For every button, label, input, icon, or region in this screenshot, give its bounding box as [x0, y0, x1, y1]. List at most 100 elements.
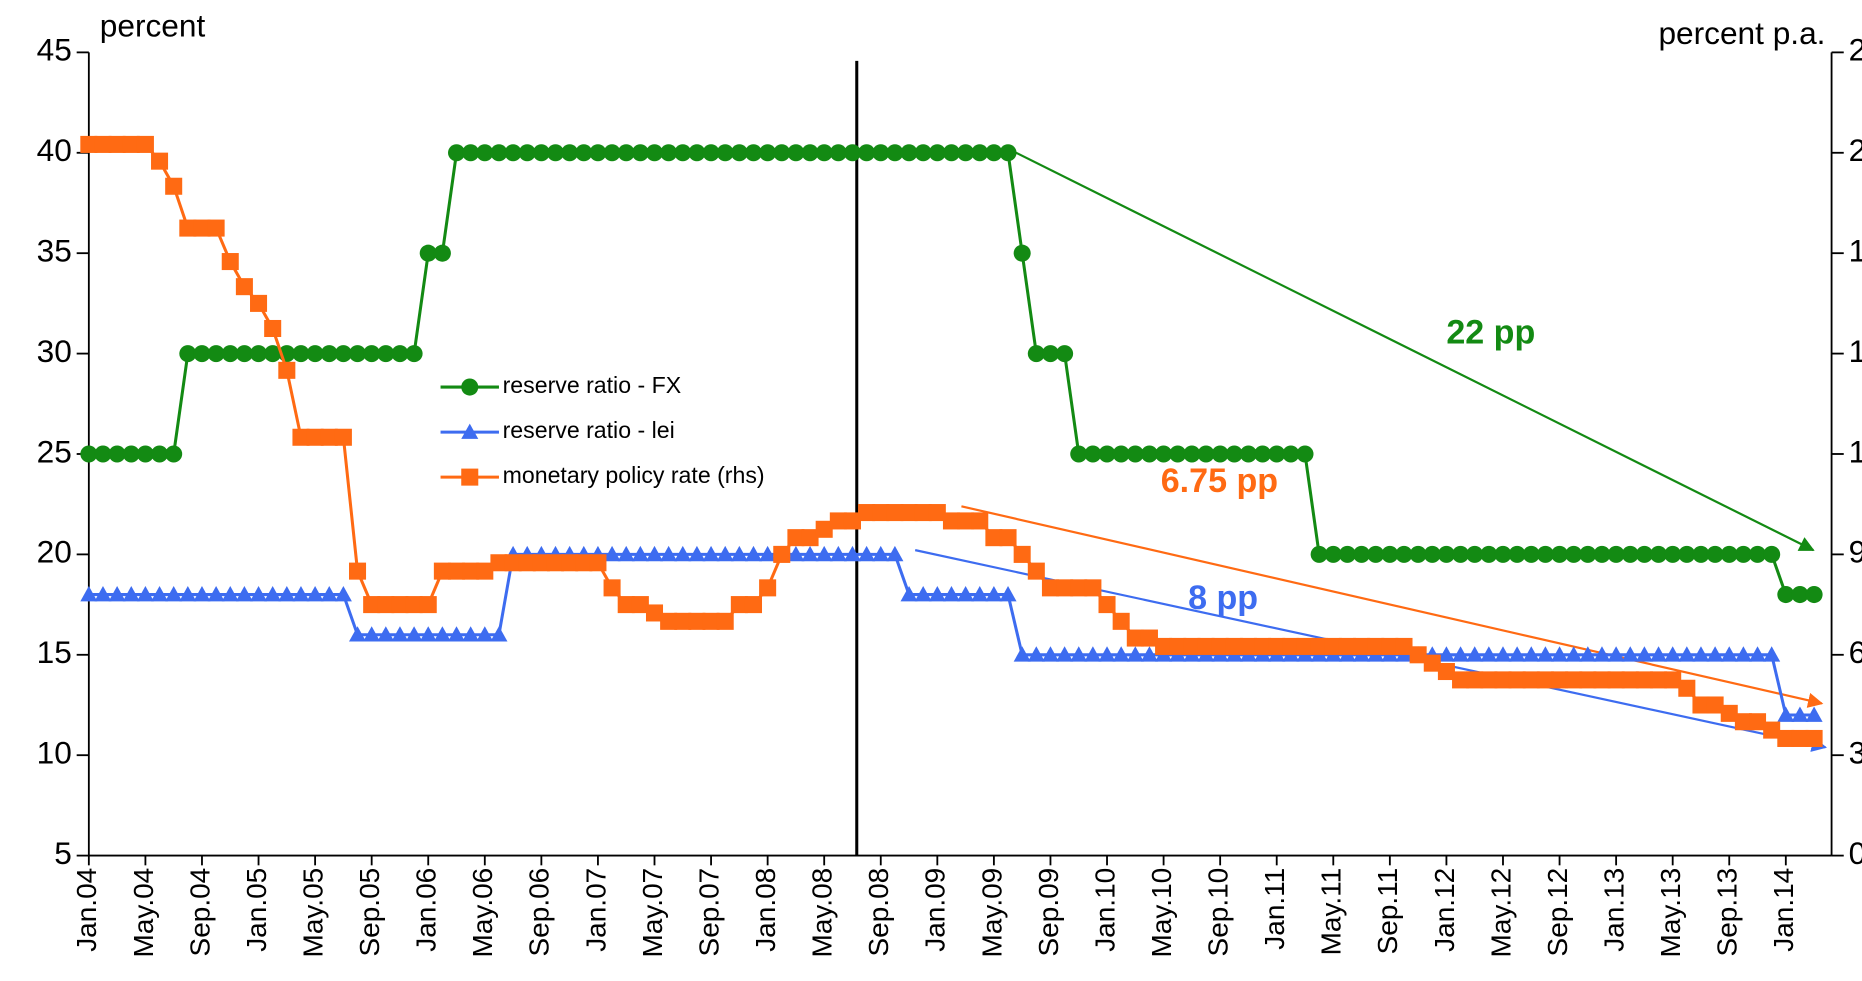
data-point: [1706, 696, 1724, 714]
data-point: [829, 512, 847, 530]
data-point: [1155, 637, 1173, 655]
data-point: [165, 445, 183, 463]
data-point: [603, 144, 621, 162]
data-point: [1310, 637, 1328, 655]
data-point: [349, 345, 367, 363]
data-point: [1423, 545, 1441, 563]
data-point: [1027, 345, 1045, 363]
data-point: [1437, 646, 1455, 662]
data-point: [631, 596, 649, 614]
data-point: [518, 554, 536, 572]
data-point: [1070, 646, 1088, 662]
data-point: [660, 612, 678, 630]
data-point: [1734, 545, 1752, 563]
data-point: [1112, 445, 1130, 463]
data-point: [829, 545, 847, 562]
data-point: [1692, 696, 1710, 714]
data-point: [886, 504, 904, 522]
data-point: [730, 545, 748, 562]
data-point: [1664, 646, 1682, 662]
data-point: [1749, 713, 1767, 731]
data-point: [1409, 545, 1427, 563]
data-point: [1734, 713, 1752, 731]
data-point: [1169, 637, 1187, 655]
data-point: [1027, 562, 1045, 580]
data-point: [136, 135, 154, 153]
x-tick-label: Sep.11: [1372, 868, 1403, 955]
data-point: [1522, 545, 1540, 563]
data-point: [1551, 545, 1569, 563]
data-point: [1324, 545, 1342, 563]
data-point: [1678, 646, 1696, 662]
y-tick-label: 45: [37, 32, 72, 68]
data-point: [334, 345, 352, 363]
data-point: [1084, 646, 1102, 662]
data-point: [1423, 654, 1441, 672]
data-point: [1536, 545, 1554, 563]
data-point: [306, 428, 324, 446]
data-point: [1437, 545, 1455, 563]
data-point: [1734, 646, 1752, 662]
data-point: [1720, 646, 1738, 662]
data-point: [1593, 545, 1611, 563]
data-point: [985, 529, 1003, 547]
data-point: [1452, 545, 1470, 563]
x-tick-label: Jan.06: [411, 868, 442, 952]
data-point: [1593, 646, 1611, 662]
data-point: [1777, 706, 1795, 722]
x-tick-label: May.05: [297, 868, 328, 958]
data-point: [1296, 445, 1314, 463]
data-point: [320, 345, 338, 363]
data-point: [419, 596, 437, 614]
x-tick-label: Sep.07: [693, 868, 724, 957]
data-point: [136, 445, 154, 463]
data-point: [773, 545, 791, 563]
data-point: [1536, 646, 1554, 662]
data-point: [80, 135, 98, 153]
data-point: [957, 586, 975, 602]
data-point: [476, 144, 494, 162]
data-point: [674, 144, 692, 162]
data-point: [80, 445, 98, 463]
data-point: [1508, 646, 1526, 662]
data-point: [1635, 646, 1653, 662]
data-point: [744, 545, 763, 562]
x-tick-label: Jan.04: [71, 868, 102, 952]
data-point: [1296, 637, 1314, 655]
data-point: [419, 626, 437, 642]
data-point: [405, 345, 423, 363]
annotation-label: 6.75 pp: [1161, 462, 1278, 500]
data-point: [957, 512, 975, 530]
data-point: [1338, 637, 1356, 655]
data-point: [730, 144, 748, 162]
data-point: [1480, 545, 1498, 563]
data-point: [306, 345, 324, 363]
data-point: [1395, 637, 1413, 655]
data-point: [1720, 704, 1738, 722]
data-point: [94, 135, 112, 153]
annotation-arrow: [961, 505, 1824, 708]
data-point: [349, 562, 367, 580]
data-point: [999, 144, 1017, 162]
data-point: [688, 612, 706, 630]
data-point: [1041, 579, 1059, 597]
data-point: [589, 554, 607, 572]
data-point: [1225, 445, 1243, 463]
data-point: [858, 545, 876, 562]
data-point: [207, 586, 225, 602]
x-tick-label: May.08: [807, 868, 838, 958]
data-point: [1056, 646, 1074, 662]
data-point: [136, 586, 154, 602]
data-point: [971, 144, 989, 162]
data-point: [1338, 545, 1356, 563]
data-point: [1070, 445, 1088, 463]
data-point: [1805, 729, 1823, 747]
data-point: [617, 596, 635, 614]
data-point: [165, 177, 183, 195]
data-point: [1621, 545, 1639, 563]
y-axis-label: percent: [100, 8, 206, 44]
data-point: [462, 562, 480, 580]
data-point: [476, 626, 494, 642]
